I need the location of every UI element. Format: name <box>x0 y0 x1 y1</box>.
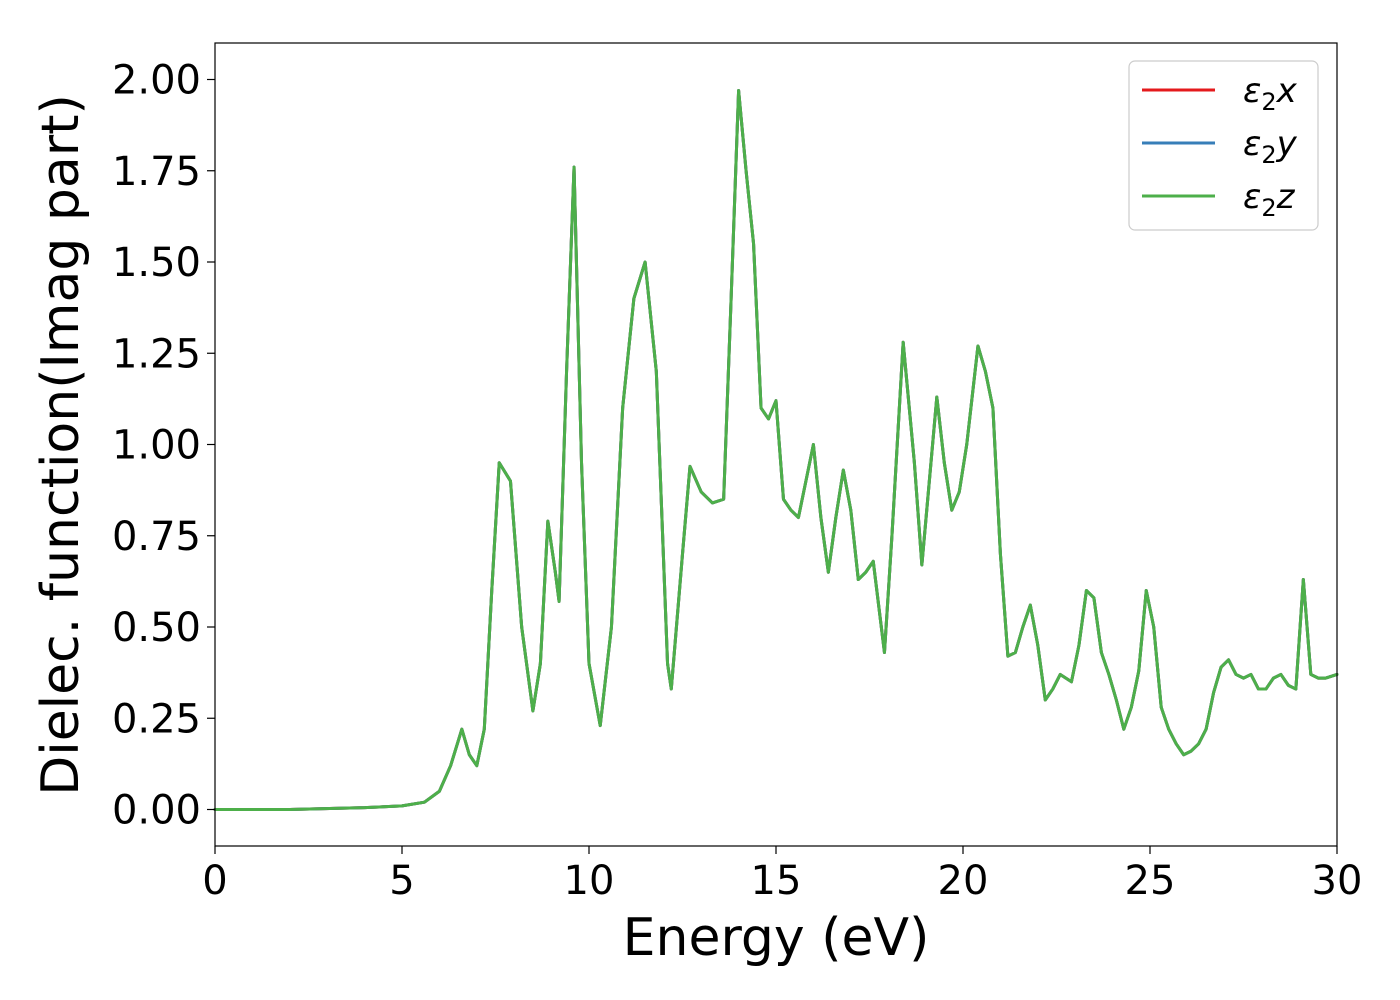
series-layer <box>213 88 1339 811</box>
x-tick-label: 10 <box>564 858 615 904</box>
x-tick-label: 25 <box>1125 858 1176 904</box>
x-tick-label: 20 <box>938 858 989 904</box>
x-axis-label: Energy (eV) <box>623 908 930 968</box>
y-tick-label: 0.25 <box>112 696 201 742</box>
y-tick-label: 0.50 <box>112 605 201 651</box>
legend-label-y: ε2y <box>1243 124 1298 169</box>
legend-entries: ε2x ε2y ε2z <box>1142 71 1298 222</box>
x-tick-label: 15 <box>751 858 802 904</box>
y-tick-label: 0.00 <box>112 788 201 834</box>
x-tick-label: 0 <box>202 858 227 904</box>
legend: ε2x ε2y ε2z <box>1128 60 1319 231</box>
legend-box <box>1128 60 1319 231</box>
y-axis: 0.00 0.25 0.50 0.75 1.00 1.25 1.50 1.75 2.00 <box>112 58 215 834</box>
legend-label-x: ε2x <box>1243 71 1298 116</box>
x-tick-label: 5 <box>389 858 414 904</box>
series-line-z <box>213 88 1339 811</box>
x-tick-label: 30 <box>1312 858 1363 904</box>
y-tick-label: 0.75 <box>112 514 201 560</box>
y-tick-label: 1.75 <box>112 149 201 195</box>
x-axis: 0 5 10 15 20 25 30 <box>202 846 1362 904</box>
y-tick-label: 2.00 <box>112 58 201 104</box>
y-tick-label: 1.00 <box>112 423 201 469</box>
y-tick-label: 1.50 <box>112 240 201 286</box>
y-tick-label: 1.25 <box>112 331 201 377</box>
legend-label-z: ε2z <box>1243 177 1296 222</box>
y-axis-label: Dielec. function(Imag part) <box>31 94 91 796</box>
